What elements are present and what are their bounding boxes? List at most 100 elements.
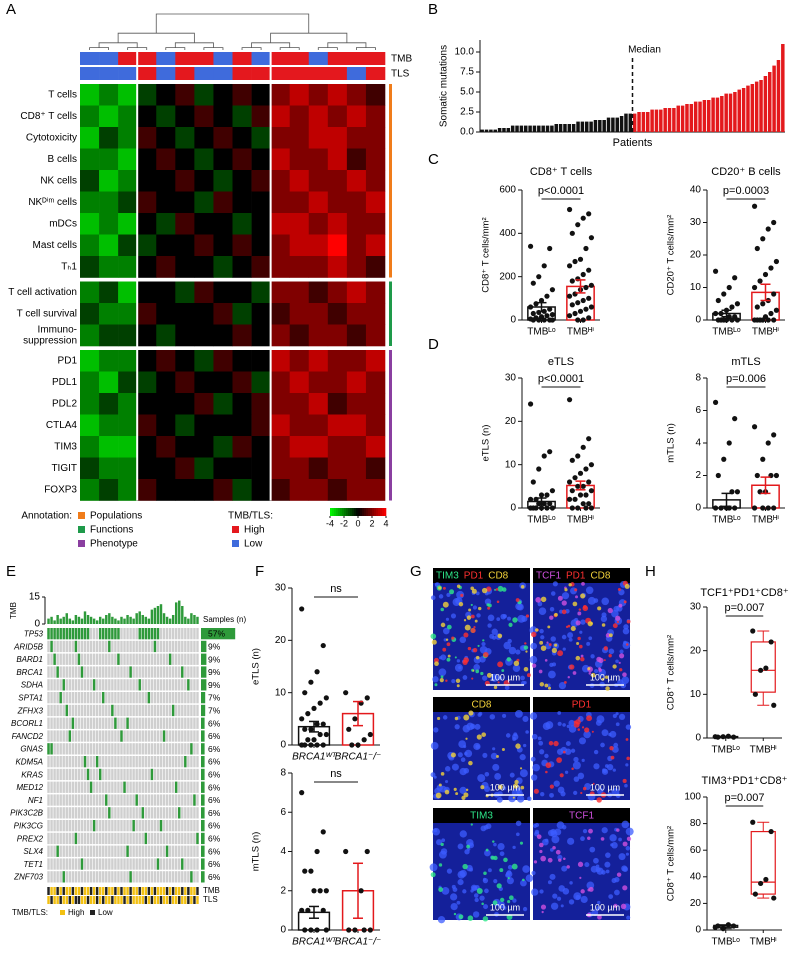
matrix-cell bbox=[132, 692, 135, 704]
point bbox=[731, 923, 737, 929]
matrix-cell bbox=[71, 781, 75, 793]
nucleus bbox=[437, 915, 446, 924]
nucleus bbox=[625, 724, 632, 730]
annotation-cell bbox=[196, 887, 199, 895]
mutation bbox=[50, 640, 53, 653]
nucleus bbox=[562, 723, 566, 727]
stain bbox=[444, 789, 450, 795]
bar bbox=[480, 129, 484, 132]
stain bbox=[620, 903, 627, 910]
x-tick-label: TMBᴴⁱ bbox=[750, 745, 777, 756]
tmb-bar bbox=[53, 620, 56, 624]
nucleus bbox=[537, 601, 543, 607]
matrix-cell bbox=[159, 628, 163, 640]
matrix-cell bbox=[141, 692, 144, 704]
tmb-bar bbox=[68, 618, 72, 624]
point bbox=[575, 505, 581, 511]
channel-label: PD1 bbox=[572, 700, 592, 711]
tmb-bar bbox=[178, 600, 181, 624]
bar bbox=[667, 108, 672, 132]
chart-title: eTLS bbox=[548, 356, 574, 368]
heat-cell bbox=[327, 479, 348, 501]
nucleus bbox=[542, 722, 551, 731]
heat-cell bbox=[270, 191, 290, 214]
matrix-cell bbox=[89, 820, 93, 832]
matrix-cell bbox=[129, 730, 132, 742]
matrix-cell bbox=[47, 679, 50, 691]
nucleus bbox=[503, 641, 512, 650]
heat-cell bbox=[289, 303, 310, 325]
nucleus bbox=[525, 730, 529, 734]
matrix-cell bbox=[59, 653, 62, 665]
matrix-cell bbox=[117, 717, 120, 729]
significance-label: p=0.0003 bbox=[723, 185, 769, 197]
heat-cell bbox=[156, 281, 176, 304]
nucleus bbox=[556, 896, 562, 901]
stain bbox=[497, 681, 500, 684]
nucleus bbox=[557, 721, 562, 726]
point bbox=[302, 726, 308, 732]
matrix-cell bbox=[83, 743, 87, 755]
heat-cell bbox=[80, 148, 100, 171]
matrix-cell bbox=[147, 704, 151, 717]
stain bbox=[581, 726, 585, 729]
heat-cell bbox=[308, 281, 329, 304]
matrix-cell bbox=[68, 858, 72, 870]
point bbox=[580, 444, 586, 450]
matrix-cell bbox=[190, 845, 193, 857]
scale-label: 100 µm bbox=[590, 902, 620, 912]
point bbox=[765, 317, 771, 323]
y-tick-label: 4 bbox=[280, 846, 286, 857]
matrix-cell bbox=[159, 871, 163, 883]
heat-cell bbox=[308, 436, 329, 458]
point bbox=[544, 313, 550, 319]
matrix-cell bbox=[114, 871, 117, 883]
bar bbox=[659, 109, 663, 132]
mutation bbox=[135, 794, 138, 806]
matrix-cell bbox=[171, 781, 175, 793]
annotation-cell bbox=[232, 52, 252, 65]
point bbox=[541, 453, 547, 459]
matrix-cell bbox=[156, 730, 160, 742]
legend-label: High bbox=[244, 525, 265, 536]
matrix-cell bbox=[162, 871, 166, 883]
matrix-cell bbox=[95, 768, 99, 781]
nucleus bbox=[482, 877, 489, 884]
heat-cell bbox=[175, 148, 195, 171]
heat-cell bbox=[327, 148, 348, 171]
point bbox=[311, 888, 317, 894]
heat-cell bbox=[346, 414, 367, 437]
heat-cell bbox=[365, 414, 386, 437]
matrix-cell bbox=[83, 845, 87, 857]
y-axis-label: CD8⁺ T cells/mm² bbox=[481, 217, 492, 292]
nucleus bbox=[483, 904, 489, 910]
stain bbox=[514, 779, 519, 785]
nucleus bbox=[626, 915, 631, 920]
nucleus bbox=[456, 659, 461, 663]
stain bbox=[541, 910, 544, 914]
matrix-cell bbox=[123, 628, 126, 640]
matrix-cell bbox=[95, 820, 99, 832]
heat-cell bbox=[137, 324, 157, 347]
matrix-cell bbox=[196, 768, 199, 781]
matrix-cell bbox=[165, 666, 169, 678]
stain bbox=[625, 738, 629, 741]
matrix-cell bbox=[74, 717, 78, 729]
matrix-cell bbox=[65, 794, 68, 806]
stain bbox=[617, 587, 621, 591]
nucleus bbox=[491, 628, 498, 635]
matrix-cell bbox=[80, 820, 84, 832]
stain bbox=[540, 855, 546, 862]
annotation-cell bbox=[114, 896, 117, 904]
annotation-cell bbox=[129, 887, 132, 895]
matrix-cell bbox=[92, 756, 96, 768]
legend-label: Phenotype bbox=[90, 539, 138, 550]
heat-cell bbox=[137, 191, 157, 214]
point bbox=[725, 922, 731, 928]
stain bbox=[624, 583, 630, 589]
tmb-bar bbox=[144, 616, 148, 624]
matrix-cell bbox=[98, 794, 102, 806]
heat-cell bbox=[156, 350, 176, 372]
matrix-cell bbox=[95, 628, 99, 640]
matrix-cell bbox=[111, 717, 114, 729]
